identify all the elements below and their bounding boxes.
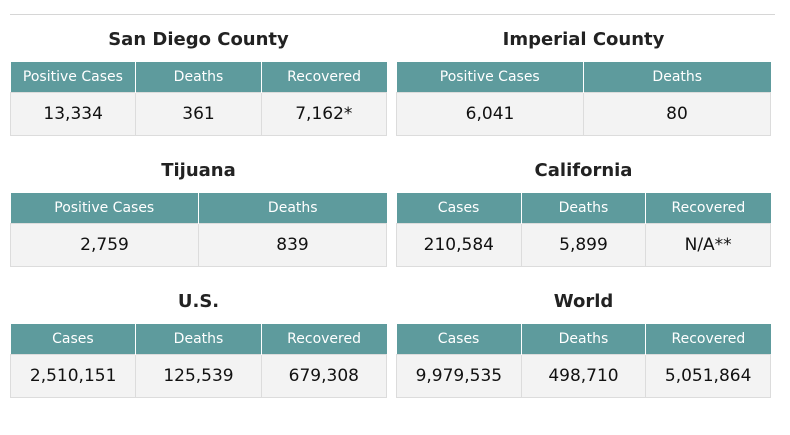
column-header-deaths: Deaths (135, 324, 262, 355)
header-row: Cases Deaths Recovered (396, 193, 771, 224)
stats-table: Cases Deaths Recovered 2,510,151 125,539… (9, 324, 388, 398)
column-header-positive-cases: Positive Cases (10, 193, 199, 224)
value-positive-cases: 6,041 (396, 92, 584, 136)
stats-table: Positive Cases Deaths 2,759 839 (10, 193, 387, 267)
value-cases: 2,510,151 (9, 354, 137, 398)
value-recovered: 7,162* (260, 92, 388, 136)
stats-table: Cases Deaths Recovered 9,979,535 498,710… (396, 324, 771, 398)
value-recovered: 679,308 (260, 354, 388, 398)
panel-title: Tijuana (161, 160, 236, 181)
value-row: 6,041 80 (396, 92, 771, 136)
panel-san-diego-county: San Diego County Positive Cases Deaths R… (9, 28, 388, 136)
value-row: 210,584 5,899 N/A** (396, 223, 771, 267)
value-deaths: 839 (198, 223, 387, 267)
value-positive-cases: 2,759 (10, 223, 199, 267)
header-row: Positive Cases Deaths (10, 193, 387, 224)
panel-title: Imperial County (502, 29, 665, 50)
value-row: 9,979,535 498,710 5,051,864 (396, 354, 771, 398)
column-header-cases: Cases (10, 324, 137, 355)
panel-california: California Cases Deaths Recovered 210,58… (396, 159, 771, 267)
column-header-deaths: Deaths (521, 324, 647, 355)
panel-tijuana: Tijuana Positive Cases Deaths 2,759 839 (10, 159, 387, 267)
value-cases: 210,584 (396, 223, 522, 267)
header-row: Positive Cases Deaths (396, 62, 771, 93)
stats-table: Cases Deaths Recovered 210,584 5,899 N/A… (396, 193, 771, 267)
column-header-recovered: Recovered (645, 324, 771, 355)
value-deaths: 125,539 (135, 354, 262, 398)
column-header-recovered: Recovered (645, 193, 771, 224)
value-row: 2,759 839 (10, 223, 387, 267)
column-header-deaths: Deaths (521, 193, 647, 224)
column-header-positive-cases: Positive Cases (10, 62, 137, 93)
top-divider (10, 14, 775, 15)
value-deaths: 5,899 (520, 223, 647, 267)
value-recovered: 5,051,864 (645, 354, 771, 398)
panel-imperial-county: Imperial County Positive Cases Deaths 6,… (396, 28, 771, 136)
value-positive-cases: 13,334 (9, 92, 137, 136)
panel-title: U.S. (177, 291, 220, 312)
value-deaths: 80 (583, 92, 771, 136)
stats-table: Positive Cases Deaths Recovered 13,334 3… (9, 62, 388, 136)
column-header-cases: Cases (396, 324, 522, 355)
column-header-deaths: Deaths (583, 62, 771, 93)
column-header-deaths: Deaths (135, 62, 262, 93)
column-header-recovered: Recovered (261, 324, 387, 355)
column-header-deaths: Deaths (198, 193, 387, 224)
value-deaths: 498,710 (520, 354, 647, 398)
stats-table: Positive Cases Deaths 6,041 80 (396, 62, 771, 136)
value-recovered: N/A** (645, 223, 771, 267)
panel-world: World Cases Deaths Recovered 9,979,535 4… (396, 290, 771, 398)
value-deaths: 361 (135, 92, 262, 136)
panel-us: U.S. Cases Deaths Recovered 2,510,151 12… (9, 290, 388, 398)
header-row: Cases Deaths Recovered (396, 324, 771, 355)
header-row: Cases Deaths Recovered (10, 324, 387, 355)
header-row: Positive Cases Deaths Recovered (10, 62, 387, 93)
column-header-cases: Cases (396, 193, 522, 224)
panel-title: California (534, 160, 633, 181)
value-row: 13,334 361 7,162* (9, 92, 388, 136)
value-row: 2,510,151 125,539 679,308 (9, 354, 388, 398)
panel-title: San Diego County (108, 29, 289, 50)
value-cases: 9,979,535 (396, 354, 522, 398)
column-header-recovered: Recovered (261, 62, 387, 93)
panel-title: World (553, 291, 614, 312)
column-header-positive-cases: Positive Cases (396, 62, 584, 93)
